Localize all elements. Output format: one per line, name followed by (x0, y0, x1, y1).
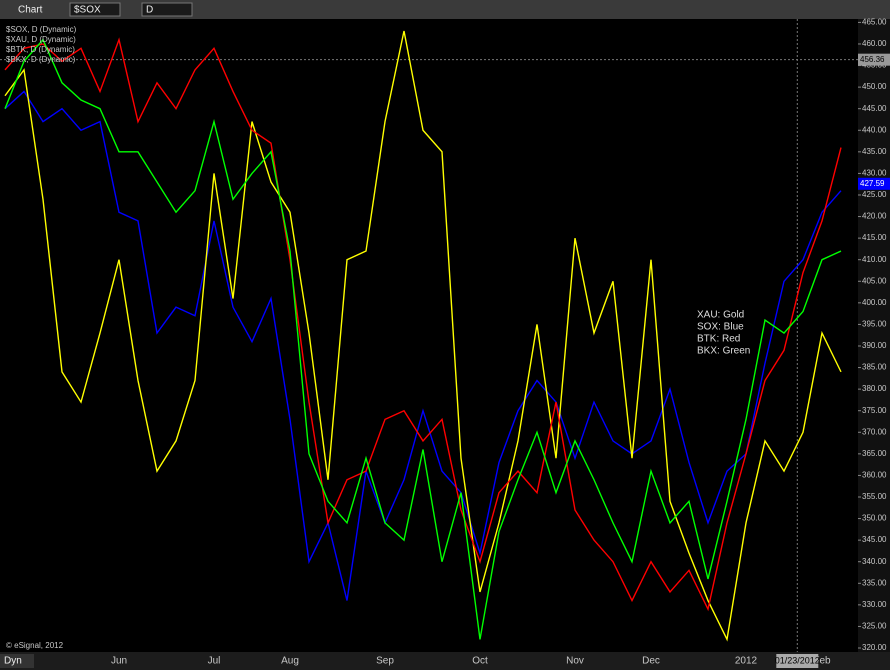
annotation: BTK: Red (697, 334, 740, 345)
x-tick-label: Feb (813, 656, 831, 667)
x-tick-label: Nov (566, 656, 584, 667)
interval[interactable]: D (146, 5, 153, 16)
y-tick-label: 450.00 (862, 82, 887, 91)
series-line (4, 38, 842, 640)
x-tick-label: 2012 (735, 656, 758, 667)
y-tick-label: 330.00 (862, 600, 887, 609)
window-title: Chart (18, 5, 43, 16)
y-tick-label: 400.00 (862, 298, 887, 307)
x-tick-label: Oct (472, 656, 488, 667)
annotation: XAU: Gold (697, 310, 744, 321)
y-tick-label: 440.00 (862, 125, 887, 134)
y-tick-label: 335.00 (862, 578, 887, 587)
y-tick-label: 345.00 (862, 535, 887, 544)
series-line (4, 30, 842, 642)
y-tick-label: 325.00 (862, 622, 887, 631)
x-tick-label: Jun (111, 656, 127, 667)
series-line (4, 90, 842, 601)
crosshair-value: 456.36 (860, 55, 885, 64)
y-tick-label: 320.00 (862, 643, 887, 652)
y-tick-label: 395.00 (862, 320, 887, 329)
legend-entry: $XAU, D (Dynamic) (6, 35, 76, 44)
y-tick-label: 355.00 (862, 492, 887, 501)
crosshair-date: 01/23/2012 (775, 655, 820, 665)
y-tick-label: 465.00 (862, 18, 887, 27)
y-tick-label: 375.00 (862, 406, 887, 415)
y-tick-label: 405.00 (862, 276, 887, 285)
y-tick-label: 370.00 (862, 427, 887, 436)
annotation: SOX: Blue (697, 322, 744, 333)
last-value-box (858, 177, 890, 190)
symbol[interactable]: $SOX (74, 5, 101, 16)
crosshair-date-box (776, 654, 819, 668)
x-tick-label: Jul (208, 656, 221, 667)
legend-entry: $BTK, D (Dynamic) (6, 45, 75, 54)
annotation: BKX: Green (697, 346, 750, 357)
y-tick-label: 340.00 (862, 557, 887, 566)
x-tick-label: Aug (281, 656, 299, 667)
mode-box[interactable] (0, 654, 34, 668)
plot (0, 19, 858, 652)
x-tick-label: Sep (376, 656, 394, 667)
x-axis-bar (0, 652, 890, 670)
y-tick-label: 380.00 (862, 384, 887, 393)
y-tick-label: 365.00 (862, 449, 887, 458)
y-tick-label: 410.00 (862, 255, 887, 264)
y-tick-label: 425.00 (862, 190, 887, 199)
y-tick-label: 445.00 (862, 104, 887, 113)
y-tick-label: 385.00 (862, 363, 887, 372)
last-value: 427.59 (860, 179, 885, 188)
y-tick-label: 430.00 (862, 169, 887, 178)
legend-entry: $BKX, D (Dynamic) (6, 55, 76, 64)
y-tick-label: 460.00 (862, 39, 887, 48)
y-axis-bar (858, 19, 890, 652)
legend-entry: $SOX, D (Dynamic) (6, 25, 77, 34)
series-line (4, 37, 842, 612)
interval-box[interactable] (141, 2, 193, 17)
y-tick-label: 390.00 (862, 341, 887, 350)
y-tick-label: 415.00 (862, 233, 887, 242)
x-tick-label: Dec (642, 656, 660, 667)
y-tick-label: 420.00 (862, 212, 887, 221)
y-tick-label: 360.00 (862, 471, 887, 480)
symbol-box[interactable] (69, 2, 121, 17)
crosshair-value-box (858, 53, 890, 66)
y-tick-label: 435.00 (862, 147, 887, 156)
y-tick-label: 350.00 (862, 514, 887, 523)
mode[interactable]: Dyn (4, 656, 22, 667)
toolbar (0, 0, 890, 19)
footer: © eSignal, 2012 (6, 641, 64, 650)
